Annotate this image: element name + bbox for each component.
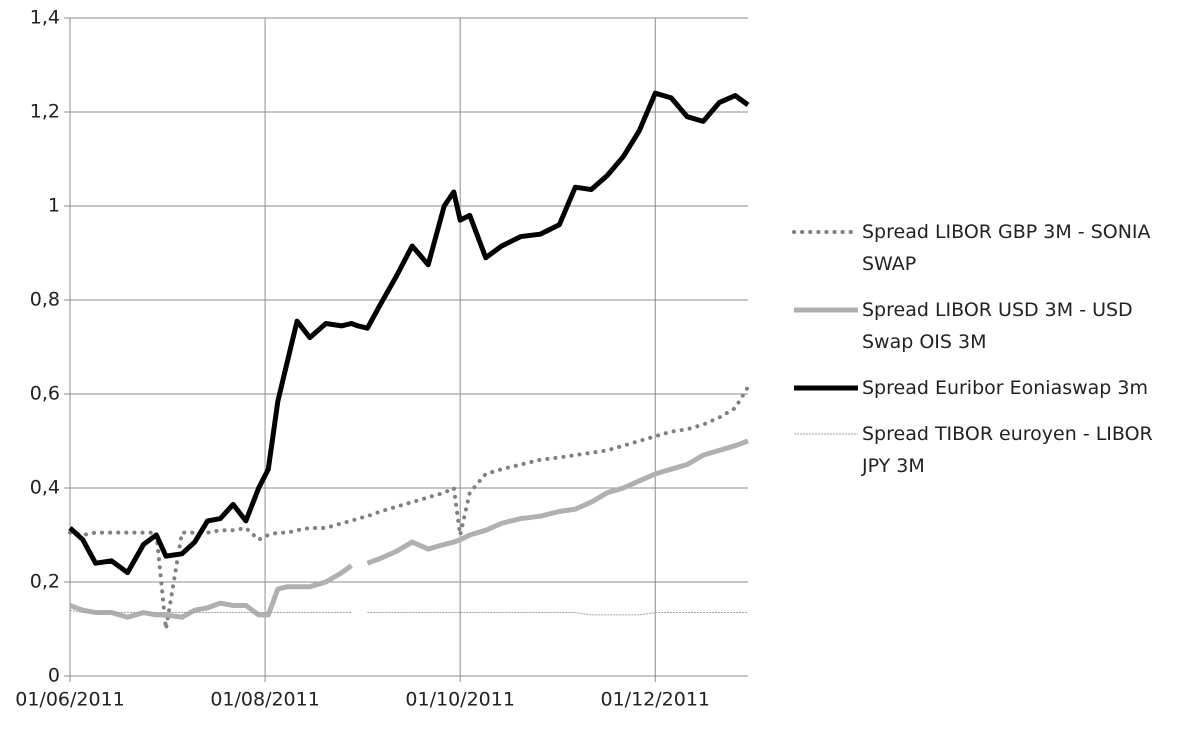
legend-label: Spread Euribor Eoniaswap 3m: [862, 377, 1148, 399]
y-tick-label: 0,4: [30, 477, 60, 499]
legend-swatch: [792, 230, 860, 234]
legend-label: Spread LIBOR USD 3M - USD Swap OIS 3M: [862, 299, 1133, 353]
y-tick-label: 1: [48, 195, 60, 217]
x-tick-label: 01/10/2011: [405, 689, 515, 711]
series-line: [69, 438, 749, 620]
legend-label: Spread LIBOR GBP 3M - SONIA SWAP: [862, 221, 1151, 275]
legend-swatch: [794, 307, 858, 313]
legend-swatch: [794, 385, 858, 391]
y-tick-label: 1,4: [30, 7, 60, 29]
legend-item: Spread TIBOR euroyen - LIBOR JPY 3M: [790, 418, 1175, 482]
series-line: [68, 90, 750, 576]
legend-item: Spread LIBOR USD 3M - USD Swap OIS 3M: [790, 294, 1175, 358]
y-tick-label: 0,6: [30, 383, 60, 405]
legend-swatch: [794, 433, 858, 435]
y-tick-label: 0: [48, 665, 60, 687]
legend-label: Spread TIBOR euroyen - LIBOR JPY 3M: [862, 423, 1153, 477]
y-tick-label: 0,2: [30, 571, 60, 593]
legend-item: Spread LIBOR GBP 3M - SONIA SWAP: [790, 216, 1175, 280]
x-tick-label: 01/12/2011: [600, 689, 710, 711]
y-tick-label: 0,8: [30, 289, 60, 311]
x-tick-label: 01/06/2011: [15, 689, 125, 711]
legend: Spread LIBOR GBP 3M - SONIA SWAP Spread L…: [790, 216, 1175, 496]
series-line: [68, 384, 750, 630]
y-tick-label: 1,2: [30, 101, 60, 123]
x-tick-label: 01/08/2011: [210, 689, 320, 711]
series-line: [69, 609, 748, 616]
legend-item: Spread Euribor Eoniaswap 3m: [790, 372, 1175, 404]
